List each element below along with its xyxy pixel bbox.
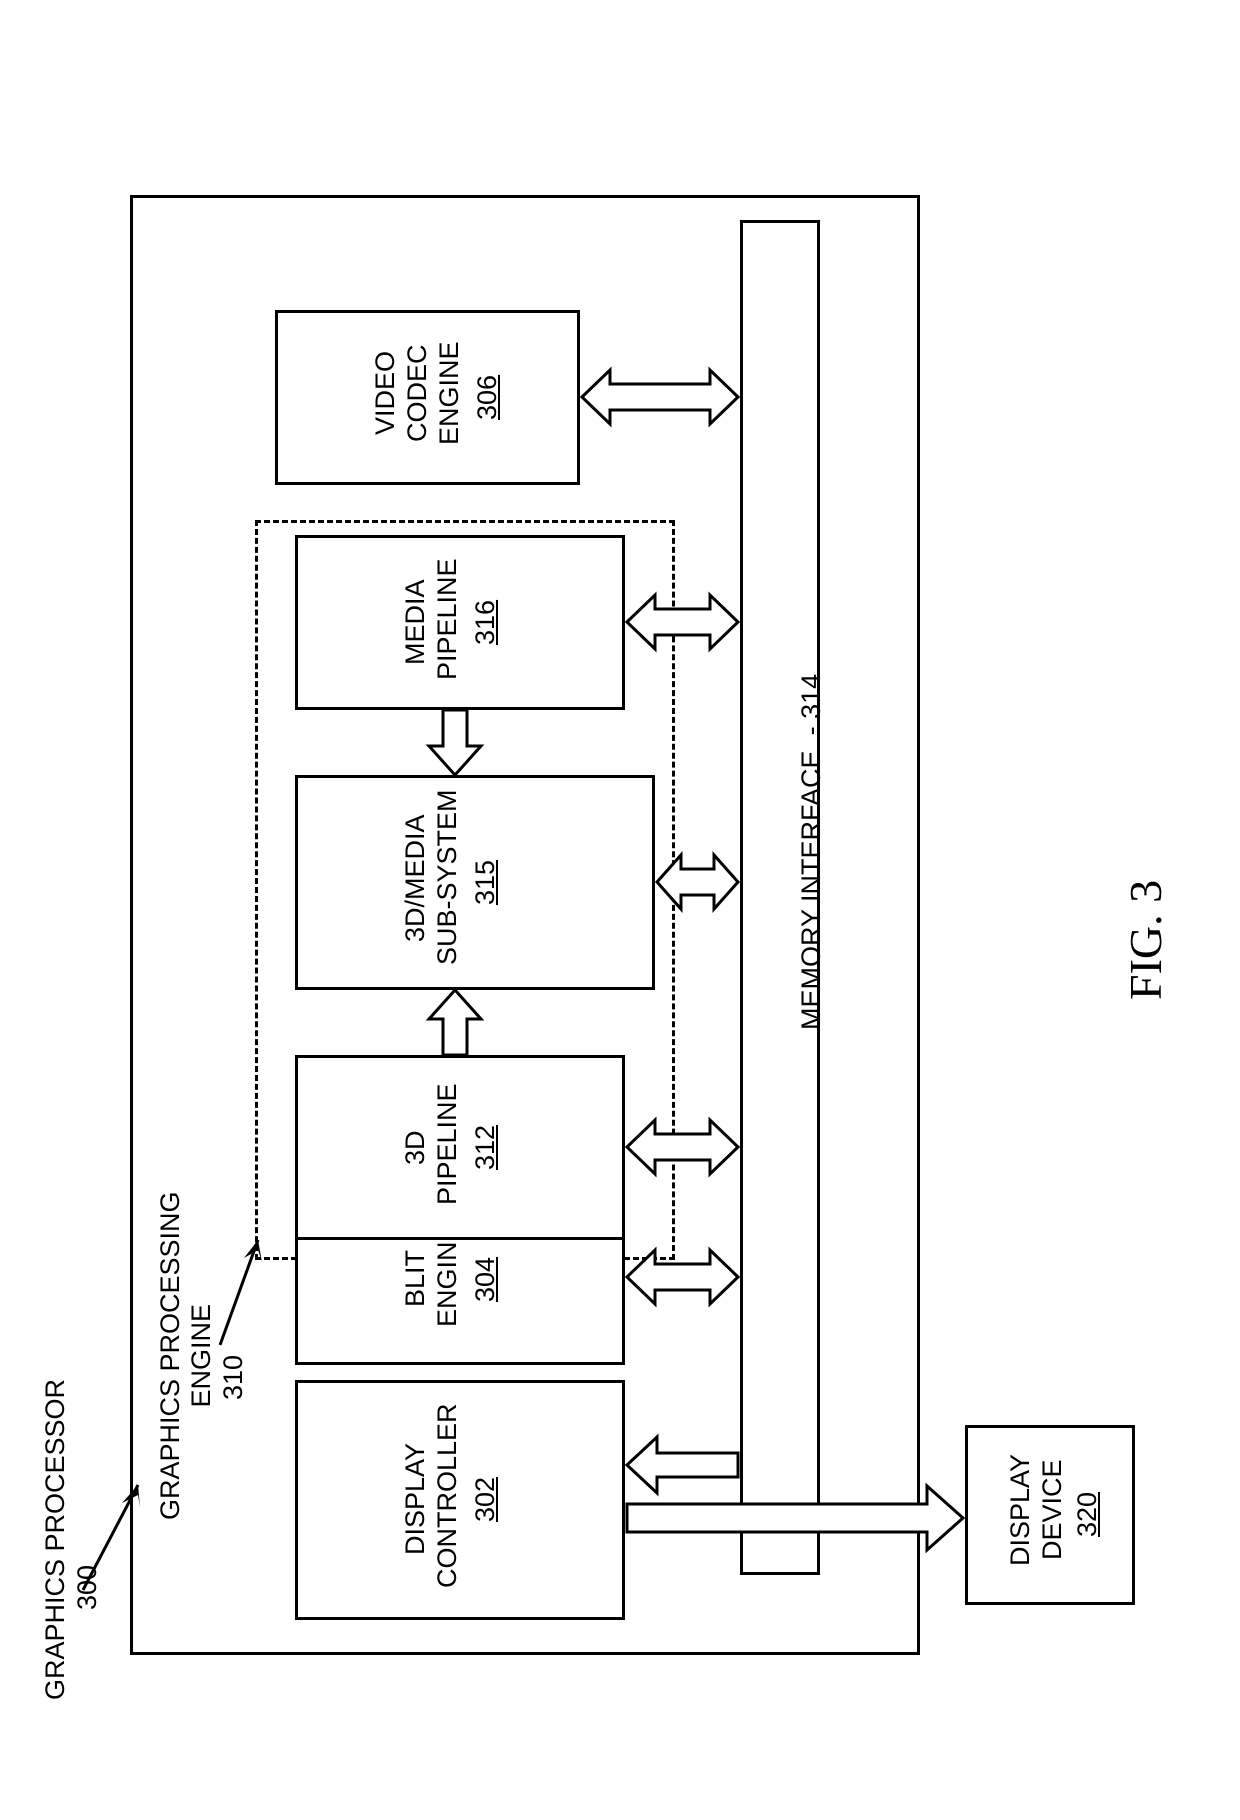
codec-ref: 306 bbox=[472, 375, 503, 420]
3d-l2: PIPELINE bbox=[432, 1083, 463, 1205]
media-l1: MEDIA bbox=[400, 579, 431, 665]
arrow-subsys-memif bbox=[657, 849, 738, 915]
memory-interface-label: MEMORY INTERFACE - 314 bbox=[765, 674, 858, 1060]
arrow-3d-memif bbox=[627, 1114, 738, 1180]
dispdev-ref: 320 bbox=[1072, 1492, 1103, 1537]
diagram-canvas: GRAPHICS PROCESSOR 300 GRAPHICS PROCESSI… bbox=[0, 0, 1240, 1820]
subsys-ref: 315 bbox=[470, 860, 501, 905]
arrow-displayctrl-to-displaydevice bbox=[627, 1484, 963, 1552]
display-controller-l2: CONTROLLER bbox=[432, 1403, 463, 1588]
3d-ref: 312 bbox=[470, 1125, 501, 1170]
3d-l1: 3D bbox=[400, 1130, 431, 1165]
gpe-ref: 310 bbox=[218, 1355, 249, 1400]
display-controller-ref: 302 bbox=[470, 1477, 501, 1522]
subsys-l2: SUB-SYSTEM bbox=[432, 789, 463, 965]
codec-l2: CODEC bbox=[402, 344, 433, 442]
media-ref: 316 bbox=[470, 600, 501, 645]
codec-l3: ENGINE bbox=[434, 341, 465, 445]
subsys-l1: 3D/MEDIA bbox=[400, 814, 431, 942]
arrow-blit-memif bbox=[627, 1244, 738, 1310]
display-controller-l1: DISPLAY bbox=[400, 1443, 431, 1555]
leader-arrow-300 bbox=[78, 1475, 148, 1595]
figure-label: FIG. 3 bbox=[1120, 880, 1173, 1000]
graphics-processor-title: GRAPHICS PROCESSOR bbox=[40, 1379, 71, 1700]
blit-l1: BLIT bbox=[400, 1250, 431, 1307]
dispdev-l1: DISPLAY bbox=[1005, 1454, 1036, 1566]
arrow-media-memif bbox=[627, 589, 738, 655]
codec-l1: VIDEO bbox=[370, 351, 401, 435]
media-l2: PIPELINE bbox=[432, 558, 463, 680]
blit-ref: 304 bbox=[470, 1257, 501, 1302]
arrow-media-to-subsys bbox=[425, 710, 485, 775]
dispdev-l2: DEVICE bbox=[1037, 1459, 1068, 1560]
gpe-title: GRAPHICS PROCESSING ENGINE bbox=[155, 1191, 217, 1520]
arrow-codec-memif bbox=[582, 364, 738, 430]
arrow-3d-to-subsys bbox=[425, 990, 485, 1055]
